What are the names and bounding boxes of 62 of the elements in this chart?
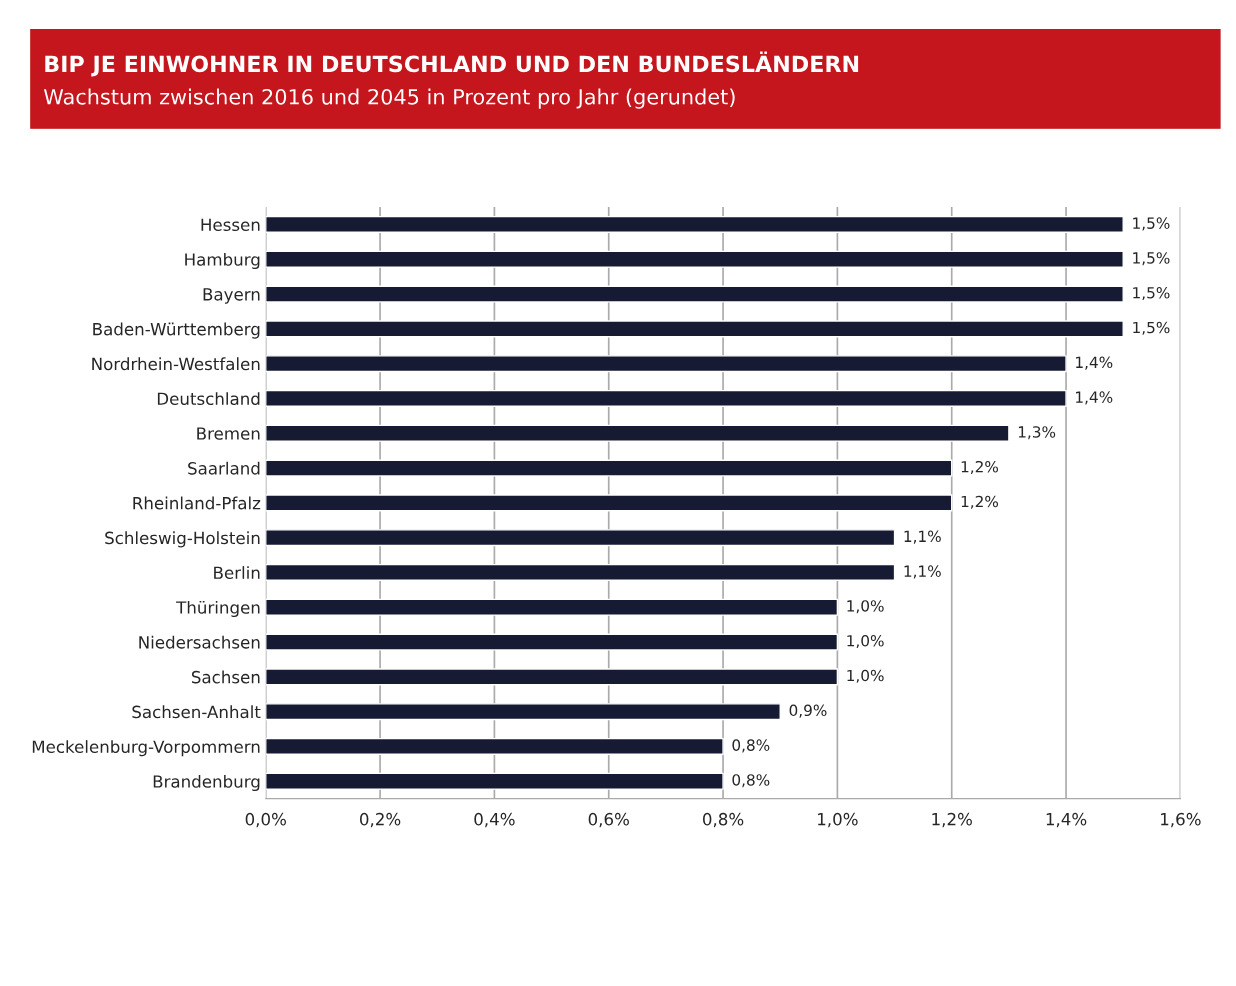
x-tick-label: 0,8%: [702, 812, 744, 828]
y-tick-label: Deutschland: [157, 392, 260, 406]
data-label: 1,5%: [1133, 321, 1170, 335]
bar: [265, 424, 1010, 442]
data-label: 1,1%: [904, 530, 941, 544]
y-tick-label: Hamburg: [185, 252, 260, 270]
x-tick-label: 0,4%: [474, 812, 515, 828]
y-tick-label: Brandenburg: [153, 774, 260, 792]
data-label: 1,5%: [1133, 217, 1170, 231]
bar: [265, 529, 896, 547]
x-tick-label: 1,4%: [1046, 812, 1087, 828]
data-label: 0,8%: [732, 739, 770, 753]
bar: [265, 563, 896, 581]
y-tick-label: Sachsen-Anhalt: [132, 705, 261, 719]
bar: [265, 389, 1067, 407]
data-label: 1,0%: [847, 600, 884, 614]
x-tick-label: 1,2%: [932, 812, 972, 828]
chart-subtitle: Wachstum zwischen 2016 und 2045 in Prozent pro Jahr (gerundet): [43, 88, 735, 109]
y-tick-label: Niedersachsen: [139, 635, 260, 649]
bar: [265, 703, 781, 721]
x-tick-label: 0,2%: [360, 812, 401, 828]
y-tick-label: Rheinland-Pfalz: [133, 496, 261, 510]
y-tick-label: Thüringen: [176, 600, 260, 618]
data-label: 1,0%: [847, 669, 884, 683]
bar: [265, 737, 724, 755]
y-tick-label: Sachsen: [191, 670, 260, 684]
data-label: 1,2%: [961, 460, 999, 475]
y-tick-label: Bayern: [203, 288, 260, 304]
bar: [265, 250, 1124, 268]
data-label: 1,0%: [847, 634, 884, 649]
data-label: 1,5%: [1133, 252, 1170, 266]
data-label: 1,2%: [961, 495, 999, 509]
bar: [265, 598, 839, 616]
data-label: 0,9%: [789, 704, 827, 718]
bar: [265, 494, 953, 512]
chart-title: BIP JE EINWOHNER IN DEUTSCHLAND UND DEN BUNDESLÄNDERN: [45, 51, 859, 77]
bar: [265, 215, 1124, 233]
y-tick-label: Saarland: [188, 461, 260, 475]
bar: [265, 459, 953, 477]
y-tick-label: Nordrhein-Westfalen: [92, 357, 260, 371]
x-tick-label: 1,0%: [818, 812, 858, 828]
bar: [265, 633, 839, 651]
bar: [265, 355, 1067, 373]
x-tick-label: 1,6%: [1161, 812, 1201, 828]
y-tick-label: Meckelenburg-Vorpommern: [32, 740, 260, 757]
bar: [265, 285, 1124, 303]
y-tick-label: Baden-Württemberg: [93, 322, 260, 339]
data-label: 1,3%: [1018, 426, 1056, 440]
y-tick-label: Hessen: [201, 218, 260, 232]
data-label: 0,8%: [732, 774, 770, 788]
x-tick-label: 0,6%: [588, 812, 629, 828]
bar: [265, 320, 1124, 338]
data-label: 1,5%: [1133, 286, 1170, 301]
data-label: 1,4%: [1076, 356, 1113, 370]
y-tick-label: Schleswig-Holstein: [105, 531, 260, 548]
x-tick-label: 0,0%: [245, 812, 286, 828]
bar: [265, 668, 839, 686]
data-label: 1,1%: [904, 565, 941, 579]
data-label: 1,4%: [1076, 391, 1113, 405]
bar: [265, 772, 724, 790]
y-tick-label: Bremen: [197, 427, 260, 440]
y-tick-label: Berlin: [214, 566, 260, 580]
